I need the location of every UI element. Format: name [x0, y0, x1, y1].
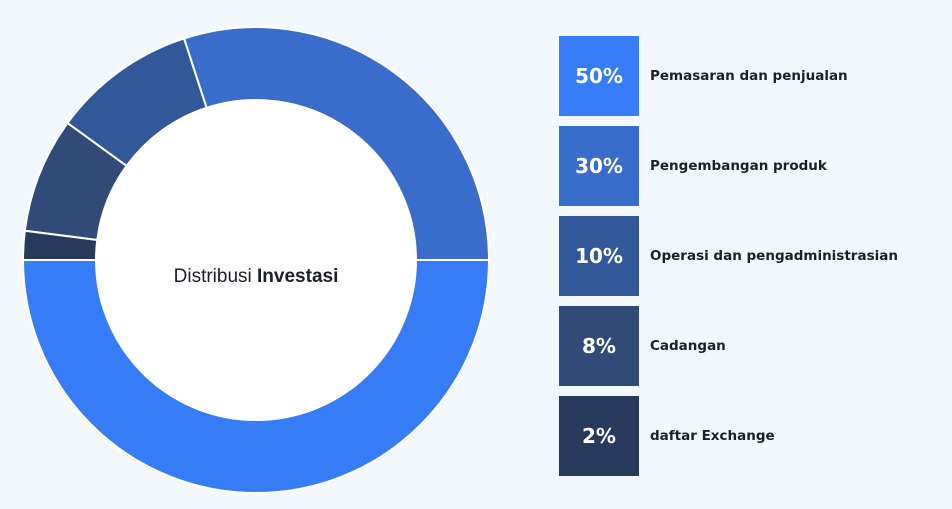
legend-item: 2% daftar Exchange [559, 396, 775, 476]
legend-value-badge: 50% [559, 36, 639, 116]
legend-label: Pemasaran dan penjualan [650, 68, 848, 84]
legend-value-badge: 30% [559, 126, 639, 206]
donut-slice-2 [182, 26, 491, 261]
legend-label: Operasi dan pengadministrasian [650, 248, 898, 264]
legend-label: daftar Exchange [650, 428, 775, 444]
donut-slice-1 [21, 259, 491, 494]
center-label-bold: Investasi [257, 266, 338, 287]
legend-value-badge: 8% [559, 306, 639, 386]
legend-item: 50% Pemasaran dan penjualan [559, 36, 848, 116]
donut-slice-5 [21, 229, 99, 261]
legend-item: 10% Operasi dan pengadministrasian [559, 216, 898, 296]
donut-chart: Distribusi Investasi [21, 26, 491, 494]
legend-label: Pengembangan produk [650, 158, 827, 174]
donut-slices [21, 26, 491, 494]
donut-hole [97, 101, 415, 419]
legend-value-badge: 2% [559, 396, 639, 476]
legend-value-badge: 10% [559, 216, 639, 296]
legend-item: 8% Cadangan [559, 306, 726, 386]
legend-item: 30% Pengembangan produk [559, 126, 827, 206]
center-label-regular: Distribusi [174, 266, 252, 287]
legend-label: Cadangan [650, 338, 726, 354]
chart-center-label: Distribusi Investasi [174, 266, 339, 287]
